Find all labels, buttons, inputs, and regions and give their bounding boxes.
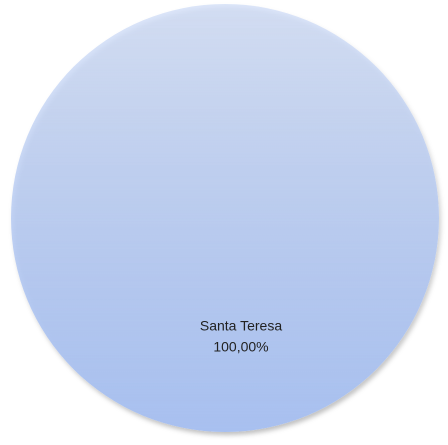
pie-slice (11, 4, 439, 432)
data-label-name: Santa Teresa (200, 318, 282, 334)
data-label-value: 100,00% (213, 339, 268, 355)
